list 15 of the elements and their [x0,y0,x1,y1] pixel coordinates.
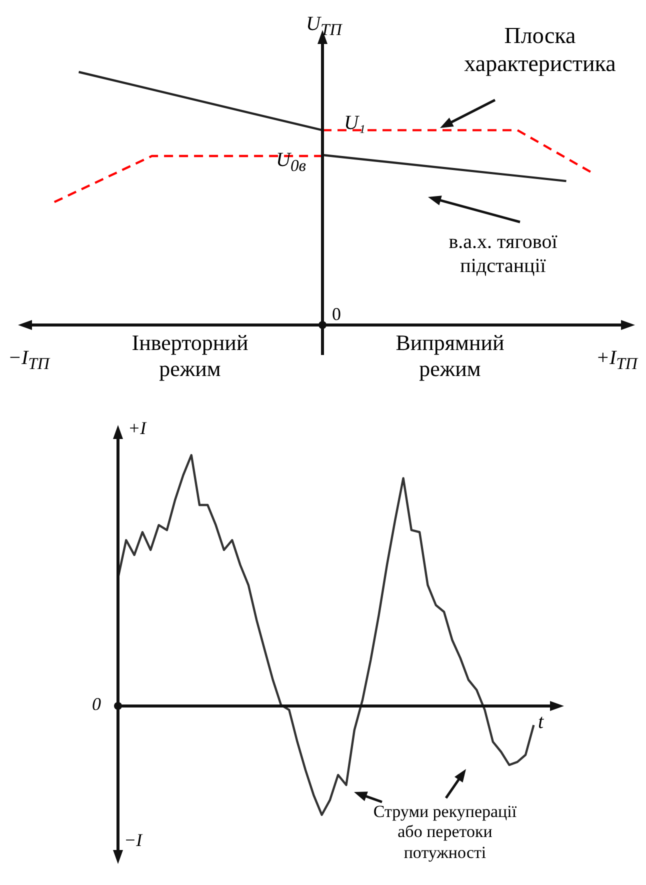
text: 0 [92,694,101,716]
y-axis-title: U$_{ТП}$ [306,12,342,40]
x-axis-title: t [538,710,544,734]
text: −I [124,830,142,852]
text: −I$_{ТП}$ [8,346,50,374]
annotation: Плоска характеристика [463,22,617,78]
text: Випрямний режим [394,330,506,383]
text: +I$_{ТП}$ [596,346,638,374]
annotation: Струми рекуперації або перетоки потужності [372,802,518,864]
annotation: U$_{0в}$ [276,148,306,176]
text: +I [128,418,146,440]
annotation: U₁ [344,111,366,135]
annotation: в.а.х. тягової підстанції [448,230,558,278]
text: Інверторний режим [130,330,250,383]
annotation: 0 [332,304,341,326]
